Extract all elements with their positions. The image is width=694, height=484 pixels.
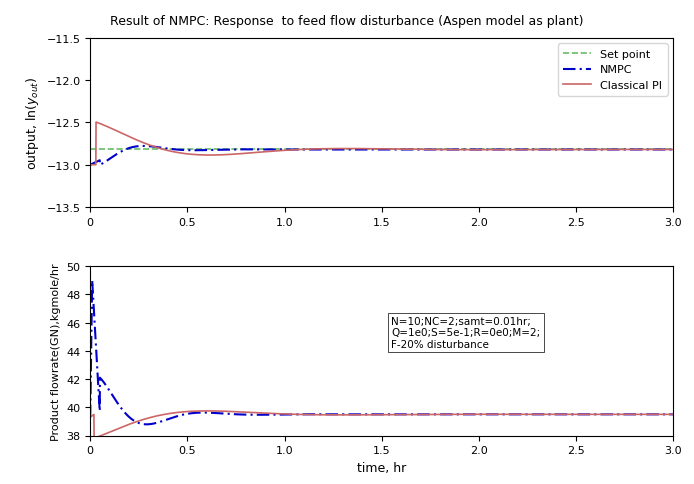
Text: N=10;NC=2;samt=0.01hr;
Q=1e0;S=5e-1;R=0e0;M=2;
F-20% disturbance: N=10;NC=2;samt=0.01hr; Q=1e0;S=5e-1;R=0e…: [391, 316, 541, 349]
Classical PI: [280, 148, 288, 154]
Set point: [86, 147, 94, 153]
NMPC: [440, 147, 448, 153]
Classical PI: [203, 153, 211, 159]
NMPC: [669, 147, 677, 153]
Classical PI: [366, 147, 375, 152]
Classical PI: [319, 147, 327, 152]
NMPC: [319, 147, 327, 153]
Classical PI: [440, 147, 448, 153]
NMPC: [280, 147, 288, 153]
Y-axis label: output, $\ln(y_{out})$: output, $\ln(y_{out})$: [24, 76, 41, 170]
NMPC: [139, 144, 147, 150]
Classical PI: [86, 163, 94, 168]
NMPC: [643, 147, 651, 153]
Line: Classical PI: Classical PI: [90, 123, 673, 166]
Line: NMPC: NMPC: [90, 147, 673, 166]
Y-axis label: Product flowrate(GN),kgmole/hr: Product flowrate(GN),kgmole/hr: [51, 262, 60, 440]
NMPC: [86, 163, 94, 168]
NMPC: [203, 148, 211, 153]
NMPC: [366, 147, 375, 153]
Classical PI: [669, 147, 677, 153]
Set point: [280, 147, 289, 153]
X-axis label: time, hr: time, hr: [357, 461, 406, 474]
Legend: Set point, NMPC, Classical PI: Set point, NMPC, Classical PI: [558, 44, 668, 96]
Text: Result of NMPC: Response  to feed flow disturbance (Aspen model as plant): Result of NMPC: Response to feed flow di…: [110, 15, 584, 28]
Classical PI: [92, 120, 100, 126]
Classical PI: [643, 147, 651, 153]
